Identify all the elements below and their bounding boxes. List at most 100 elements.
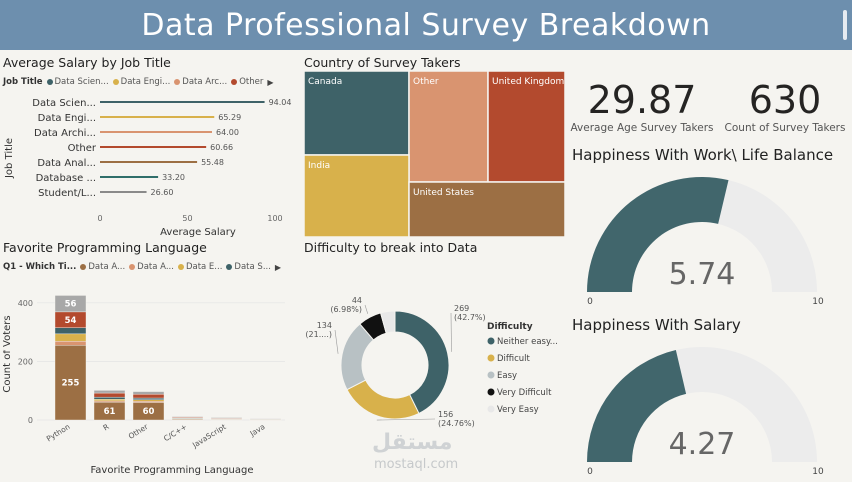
x-tick-label: Java — [248, 422, 267, 439]
salary-bar — [100, 161, 198, 163]
stacked-bar-segment — [132, 399, 165, 402]
leader-line — [376, 418, 436, 421]
legend-item[interactable]: Data Arc... — [174, 77, 227, 87]
gauge-work-life-title: Happiness With Work\ Life Balance — [572, 146, 834, 164]
legend-label: Very Difficult — [497, 388, 552, 398]
data-label: 134 — [317, 321, 332, 330]
y-tick-label: 400 — [18, 299, 33, 308]
data-label: 44 — [352, 296, 362, 305]
stacked-bar-segment — [54, 295, 87, 313]
gauge-salary-title: Happiness With Salary — [572, 316, 741, 334]
legend-dot — [487, 371, 495, 379]
data-label: 64.00 — [216, 128, 239, 137]
y-tick-label: Database ... — [36, 173, 96, 184]
legend-label: Data Engi... — [120, 77, 171, 87]
legend-dot — [129, 264, 136, 270]
data-label: 26.60 — [151, 188, 174, 197]
legend-label: Very Easy — [497, 405, 539, 415]
y-tick-label: Student/L... — [38, 188, 96, 199]
legend-label: Difficult — [497, 354, 531, 364]
language-stacked-bar-chart: 0 200 400 255 54 56 Python 61 R 60 Other C/C++ JavaS… — [3, 295, 285, 476]
language-chart-legend: Q1 - Which Ti... Data A... Data A... Dat… — [3, 262, 299, 272]
donut-slice — [394, 310, 450, 415]
y-tick-label: Data Engi... — [38, 113, 96, 124]
legend-title: Difficulty — [487, 322, 533, 332]
country-chart-panel: Country of Survey Takers Canada Other Unit… — [304, 55, 568, 240]
y-tick-label: 200 — [18, 357, 33, 366]
legend-item[interactable]: Data A... — [129, 262, 174, 272]
legend-item[interactable]: Data A... — [80, 262, 125, 272]
gauge-fill — [587, 177, 729, 292]
legend-dot — [177, 264, 184, 270]
x-axis-title: Favorite Programming Language — [90, 465, 253, 476]
x-tick-label: 100 — [267, 214, 282, 223]
treemap-label: Canada — [308, 77, 342, 87]
stacked-bar-segment — [93, 390, 126, 394]
stacked-bar-segment — [132, 397, 165, 400]
y-tick-label: Data Archi... — [34, 128, 96, 139]
legend-item[interactable]: Data Scien... — [46, 77, 109, 87]
data-label: 56 — [65, 300, 77, 310]
stacked-bar-segment — [132, 394, 165, 399]
data-label: 94.04 — [269, 98, 292, 107]
legend-dot — [487, 354, 495, 362]
legend-item[interactable]: Data S... — [226, 262, 271, 272]
legend-dot — [487, 388, 495, 396]
leader-line — [334, 329, 339, 354]
data-label: 61 — [104, 407, 116, 417]
data-label-pct: (42.7%) — [454, 313, 486, 322]
data-label-pct: (24.76%) — [438, 419, 475, 428]
data-label: 33.20 — [162, 173, 185, 182]
legend-dot — [112, 79, 119, 85]
scrollbar[interactable] — [843, 10, 847, 40]
y-axis-title: Count of Voters — [3, 315, 13, 392]
kpi-avg-age-value: 29.87 — [587, 78, 697, 122]
data-label: 60.66 — [210, 143, 233, 152]
kpi-count: 630 Count of Survey Takers — [720, 78, 850, 138]
y-tick-label: Other — [68, 143, 97, 154]
stacked-bar-segment — [54, 327, 87, 335]
treemap-tile — [408, 181, 566, 238]
country-treemap: Canada Other United Kingdom India United Sta… — [304, 71, 566, 238]
x-tick-label: 0 — [97, 214, 102, 223]
gauge-min-label: 0 — [587, 467, 593, 477]
stacked-bar-segment — [210, 417, 243, 419]
legend-label: Data E... — [185, 262, 223, 272]
gauge-salary-panel: Happiness With Salary 4.27 0 10 — [572, 316, 848, 480]
treemap-tile — [408, 71, 489, 183]
treemap-label: United Kingdom — [492, 77, 564, 87]
data-label-pct: (21....) — [305, 330, 332, 339]
data-label: 65.29 — [218, 113, 241, 122]
legend-item[interactable]: Other — [231, 77, 263, 87]
difficulty-chart-title: Difficulty to break into Data — [304, 240, 478, 255]
data-label: 54 — [65, 316, 77, 326]
gauge-work-life-panel: Happiness With Work\ Life Balance 5.74 0 1… — [572, 146, 848, 311]
gauge-value: 5.74 — [669, 257, 736, 292]
data-label-pct: (6.98%) — [330, 305, 362, 314]
treemap-tile — [304, 154, 410, 238]
page-title: Data Professional Survey Breakdown — [141, 7, 711, 43]
treemap-label: United States — [413, 188, 474, 198]
kpi-avg-age-label: Average Age Survey Takers — [570, 122, 714, 134]
legend-label: Other — [239, 77, 264, 87]
legend-next-arrow-icon[interactable]: ▶ — [267, 77, 274, 87]
legend-item[interactable]: Data E... — [177, 262, 223, 272]
watermark-logo: مستقل — [372, 430, 453, 455]
difficulty-chart-panel: Difficulty to break into Data 269 (42.7%)… — [304, 240, 569, 480]
donut-slice — [380, 310, 396, 334]
treemap-label: Other — [413, 77, 439, 87]
language-chart-title: Favorite Programming Language — [3, 240, 207, 255]
legend-dot — [46, 79, 53, 85]
legend-next-arrow-icon[interactable]: ▶ — [274, 262, 282, 272]
kpi-avg-age: 29.87 Average Age Survey Takers — [566, 78, 718, 138]
salary-bar — [100, 176, 159, 178]
stacked-bar-segment — [54, 340, 87, 346]
gauge-max-label: 10 — [812, 297, 824, 307]
legend-label: Neither easy... — [497, 337, 558, 347]
gauge-max-label: 10 — [812, 467, 824, 477]
legend-label: Data S... — [234, 262, 271, 272]
salary-bar — [100, 116, 215, 118]
kpi-count-label: Count of Survey Takers — [724, 122, 846, 134]
legend-item[interactable]: Data Engi... — [112, 77, 171, 87]
